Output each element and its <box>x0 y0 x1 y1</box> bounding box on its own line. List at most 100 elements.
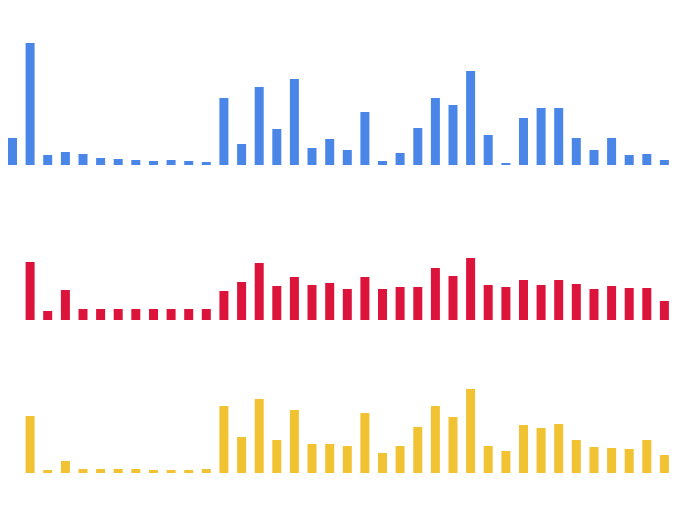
bar <box>131 469 141 473</box>
bar <box>201 309 211 320</box>
bar <box>219 406 229 473</box>
bar <box>589 289 599 320</box>
bar <box>113 309 123 320</box>
bar <box>166 309 176 320</box>
bar <box>60 152 70 165</box>
bar <box>43 311 53 320</box>
bar <box>254 263 264 320</box>
bar <box>430 406 440 473</box>
bar <box>78 309 88 320</box>
bar <box>272 286 282 320</box>
bar <box>360 112 370 165</box>
bar <box>466 71 476 165</box>
bar <box>607 138 617 165</box>
bar <box>554 108 564 165</box>
bar <box>237 282 247 320</box>
bar <box>483 135 493 165</box>
bar <box>395 153 405 165</box>
bar <box>43 470 53 473</box>
bar <box>554 424 564 473</box>
bar <box>289 410 299 473</box>
bar <box>607 448 617 473</box>
bar <box>536 285 546 320</box>
bar <box>378 289 387 320</box>
bar <box>254 399 264 473</box>
bar <box>272 440 282 473</box>
bar <box>501 287 511 320</box>
bar <box>501 451 511 473</box>
yellow-bar-series <box>25 389 669 473</box>
bar <box>589 447 599 473</box>
bar <box>519 280 528 320</box>
bar <box>113 159 123 165</box>
bar <box>166 470 176 473</box>
bar <box>642 440 652 473</box>
bar <box>325 444 335 473</box>
bar <box>448 276 458 320</box>
bar <box>501 163 511 165</box>
bar <box>519 425 528 473</box>
bar <box>342 150 352 165</box>
bar <box>184 161 194 165</box>
bar <box>378 453 387 473</box>
bar <box>519 118 528 165</box>
bar <box>201 469 211 473</box>
bar <box>659 455 669 473</box>
bar <box>166 160 176 165</box>
bar <box>430 268 440 320</box>
bar <box>624 288 634 320</box>
bar <box>184 309 194 320</box>
bar <box>659 301 669 320</box>
bar <box>624 155 634 165</box>
bar <box>589 150 599 165</box>
bar <box>307 444 317 473</box>
bar <box>96 469 106 473</box>
bar <box>184 470 194 473</box>
bar <box>536 108 546 165</box>
bar <box>448 417 458 473</box>
bar <box>131 160 141 165</box>
bar <box>448 105 458 165</box>
bar <box>378 161 387 165</box>
bar <box>395 446 405 473</box>
bar <box>201 162 211 165</box>
bar <box>237 144 247 165</box>
bar <box>624 449 634 473</box>
bar <box>413 128 423 165</box>
bar <box>25 43 35 165</box>
bar <box>113 469 123 473</box>
bar <box>395 287 405 320</box>
bar <box>483 446 493 473</box>
bar <box>466 389 476 473</box>
bar <box>430 98 440 165</box>
bar <box>413 287 423 320</box>
bar <box>96 158 106 165</box>
bar <box>289 79 299 165</box>
red-bar-series <box>25 258 669 320</box>
bar <box>659 160 669 165</box>
bar <box>571 138 581 165</box>
bar <box>642 154 652 165</box>
bar <box>60 461 70 473</box>
bar <box>360 413 370 473</box>
bar <box>413 427 423 473</box>
bar <box>60 290 70 320</box>
bar <box>43 155 53 165</box>
bar <box>254 87 264 165</box>
bar <box>571 284 581 320</box>
bar <box>325 139 335 165</box>
bar <box>8 138 17 165</box>
bar <box>342 446 352 473</box>
bar <box>307 148 317 165</box>
bar <box>289 277 299 320</box>
bar <box>131 309 141 320</box>
bar <box>307 285 317 320</box>
bar <box>360 277 370 320</box>
bar <box>149 161 158 165</box>
bar <box>78 154 88 165</box>
bar <box>25 262 35 320</box>
bar <box>272 129 282 165</box>
bar <box>483 285 493 320</box>
bar <box>571 440 581 473</box>
